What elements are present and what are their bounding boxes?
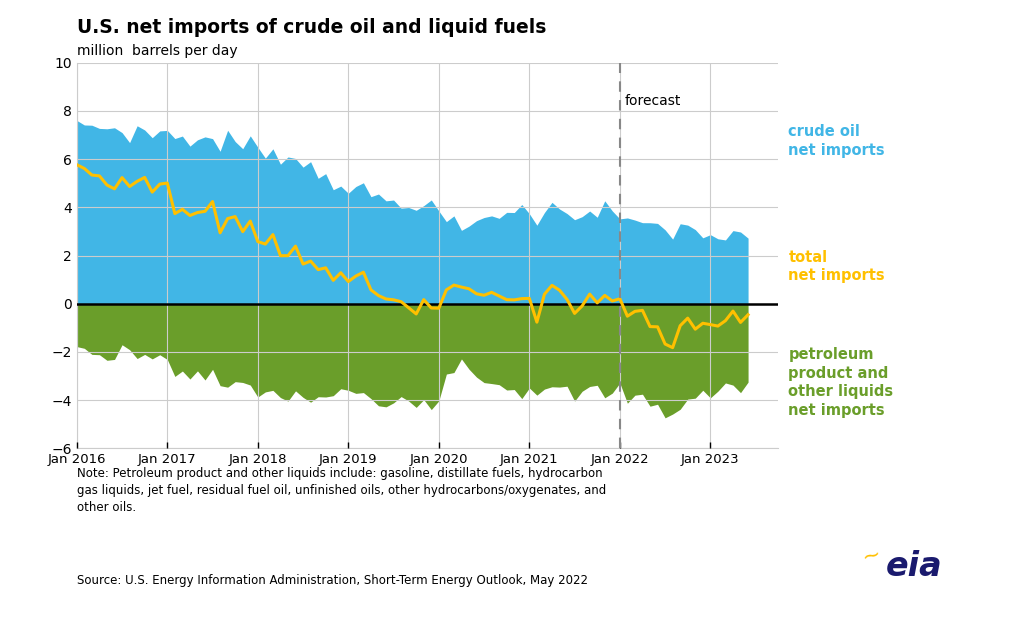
- Text: Note: Petroleum product and other liquids include: gasoline, distillate fuels, h: Note: Petroleum product and other liquid…: [77, 467, 606, 514]
- Text: million  barrels per day: million barrels per day: [77, 44, 238, 58]
- Text: petroleum
product and
other liquids
net imports: petroleum product and other liquids net …: [788, 347, 894, 418]
- Text: eia: eia: [886, 550, 942, 583]
- Text: ~: ~: [860, 544, 884, 567]
- Text: total
net imports: total net imports: [788, 250, 885, 283]
- Text: Source: U.S. Energy Information Administration, Short-Term Energy Outlook, May 2: Source: U.S. Energy Information Administ…: [77, 574, 588, 587]
- Text: U.S. net imports of crude oil and liquid fuels: U.S. net imports of crude oil and liquid…: [77, 18, 546, 36]
- Text: forecast: forecast: [625, 94, 681, 108]
- Text: crude oil
net imports: crude oil net imports: [788, 124, 885, 158]
